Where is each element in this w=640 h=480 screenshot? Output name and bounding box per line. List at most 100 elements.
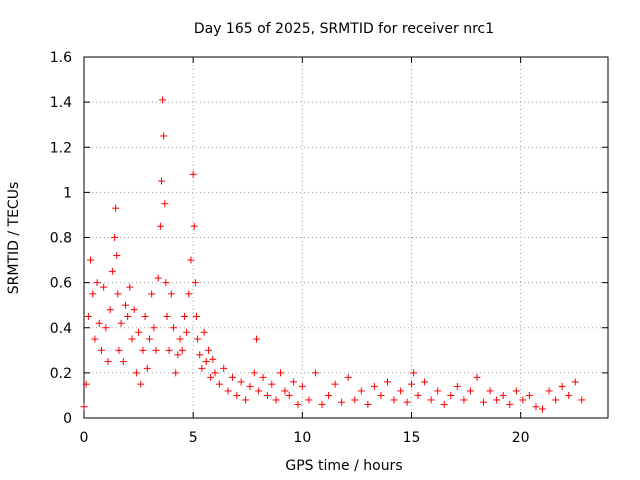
data-point	[421, 378, 429, 386]
y-tick-label: 0.8	[50, 231, 72, 247]
data-point	[318, 400, 326, 408]
data-point	[135, 328, 143, 336]
y-tick-label: 0.6	[50, 276, 72, 292]
plot-frame	[83, 56, 609, 419]
data-point	[132, 369, 140, 377]
data-point	[558, 382, 566, 390]
data-point	[154, 274, 162, 282]
data-point	[91, 335, 99, 343]
data-point	[370, 382, 378, 390]
data-point	[163, 312, 171, 320]
data-point	[390, 396, 398, 404]
data-point	[255, 387, 263, 395]
x-tick-label: 15	[403, 430, 421, 446]
data-point	[158, 177, 166, 185]
data-point	[189, 170, 197, 178]
data-point	[532, 403, 540, 411]
data-point	[250, 369, 258, 377]
data-point	[499, 391, 507, 399]
data-point	[298, 382, 306, 390]
data-point	[410, 369, 418, 377]
grid	[84, 57, 608, 418]
data-point	[95, 319, 103, 327]
data-point	[414, 391, 422, 399]
data-point	[466, 387, 474, 395]
data-point	[246, 382, 254, 390]
data-point	[121, 301, 129, 309]
data-point	[545, 387, 553, 395]
data-point	[104, 358, 112, 366]
data-point	[506, 400, 514, 408]
data-point	[84, 312, 92, 320]
data-point	[124, 312, 132, 320]
data-point	[383, 378, 391, 386]
data-point	[344, 373, 352, 381]
data-point	[100, 283, 108, 291]
data-point	[167, 290, 175, 298]
data-point	[259, 373, 267, 381]
data-point	[191, 279, 199, 287]
y-tick-labels: 0 0.2 0.4 0.6 0.8 1 1.2 1.4 1.6	[50, 50, 72, 427]
data-point	[143, 364, 151, 372]
data-point	[427, 396, 435, 404]
data-point	[150, 324, 158, 332]
data-point	[207, 373, 215, 381]
data-point	[290, 378, 298, 386]
y-tick-label: 1.2	[50, 140, 72, 156]
data-point	[160, 132, 168, 140]
data-point	[357, 387, 365, 395]
data-point	[111, 234, 119, 241]
data-point	[198, 364, 206, 372]
data-point	[338, 398, 346, 406]
data-point	[268, 380, 276, 388]
data-point	[137, 380, 145, 388]
x-tick-label: 10	[293, 430, 311, 446]
data-point	[108, 267, 116, 275]
data-point	[281, 387, 289, 395]
data-point	[228, 373, 236, 381]
y-tick-label: 0.2	[50, 366, 72, 382]
data-point	[200, 328, 208, 336]
data-point	[224, 387, 232, 395]
data-point	[161, 200, 169, 208]
data-point	[277, 369, 284, 377]
data-point	[194, 335, 202, 343]
data-point	[460, 396, 468, 404]
data-point	[117, 319, 125, 327]
data-point	[93, 279, 101, 287]
data-point	[539, 405, 546, 413]
data-point	[112, 204, 120, 212]
x-tick-label: 5	[189, 430, 198, 446]
data-point	[285, 391, 293, 399]
x-tick-label: 20	[512, 430, 530, 446]
data-point	[473, 373, 481, 381]
data-point	[237, 378, 245, 386]
data-point	[141, 312, 149, 320]
x-tick-labels: 0 5 10 15 20	[80, 430, 530, 446]
data-point	[480, 398, 488, 406]
data-point	[512, 387, 520, 395]
y-tick-label: 0	[63, 411, 72, 427]
data-point	[434, 387, 442, 395]
y-tick-label: 1.4	[50, 95, 72, 111]
data-point	[82, 380, 90, 388]
data-point	[97, 346, 105, 354]
data-point	[190, 222, 198, 230]
data-point	[242, 396, 250, 404]
data-point	[397, 387, 405, 395]
data-point	[162, 279, 170, 287]
data-point	[578, 396, 586, 404]
data-point	[183, 328, 191, 336]
data-point	[115, 346, 123, 354]
data-point	[211, 369, 219, 377]
data-point	[220, 364, 228, 372]
y-tick-label: 1.6	[50, 50, 72, 66]
data-points	[80, 96, 586, 413]
data-point	[114, 290, 122, 298]
data-point	[272, 396, 280, 404]
data-point	[180, 312, 188, 320]
y-tick-label: 1	[63, 185, 72, 201]
data-point	[408, 380, 415, 388]
data-point	[403, 398, 411, 406]
